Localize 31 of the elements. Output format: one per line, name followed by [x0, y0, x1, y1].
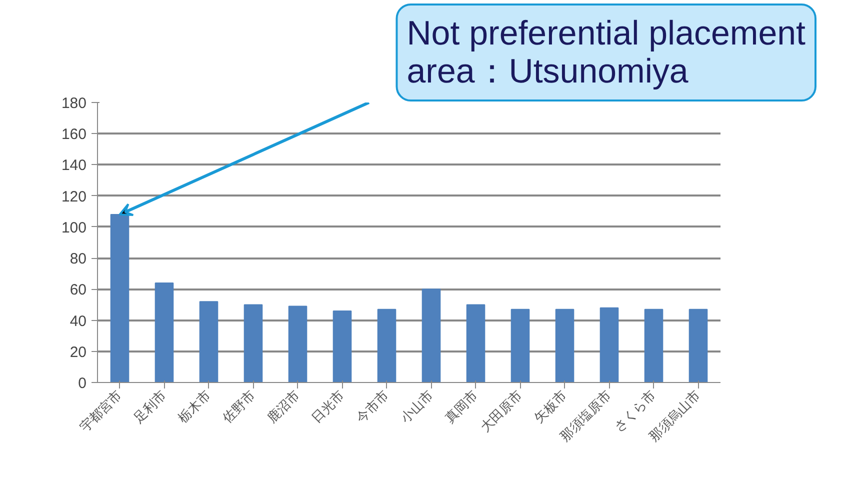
bar	[244, 304, 263, 382]
bar	[154, 282, 174, 382]
bar	[288, 306, 308, 382]
y-tick-label: 60	[70, 282, 87, 299]
bar	[199, 301, 218, 382]
bar	[510, 308, 530, 382]
x-tick-label: 佐野市	[220, 388, 259, 426]
y-tick-label: 160	[61, 126, 87, 144]
y-tick-label: 140	[61, 157, 87, 174]
x-tick-label: 鹿沼市	[264, 388, 304, 426]
x-tick-label: 日光市	[309, 388, 348, 426]
bar	[600, 307, 619, 382]
y-tick-label: 80	[70, 250, 87, 268]
bar	[688, 308, 708, 382]
bar	[644, 308, 664, 382]
y-tick-label: 40	[70, 312, 87, 330]
y-tick-label: 120	[61, 188, 87, 206]
x-tick-label: 足利市	[131, 388, 170, 426]
y-tick-label: 180	[61, 95, 87, 112]
x-tick-label: 今市市	[354, 388, 392, 426]
annotation: Not preferential placement area：Utsunomiya	[406, 14, 806, 90]
bar	[422, 288, 441, 382]
bar	[332, 310, 352, 382]
y-tick-label: 20	[70, 344, 87, 361]
bar	[466, 304, 486, 382]
x-tick-label: 矢板市	[532, 388, 570, 426]
bar	[555, 308, 574, 382]
y-tick-label: 100	[61, 219, 87, 236]
x-tick-label: 栃木市	[176, 388, 214, 426]
x-tick-label: 小山市	[398, 388, 437, 426]
bar	[377, 308, 396, 382]
